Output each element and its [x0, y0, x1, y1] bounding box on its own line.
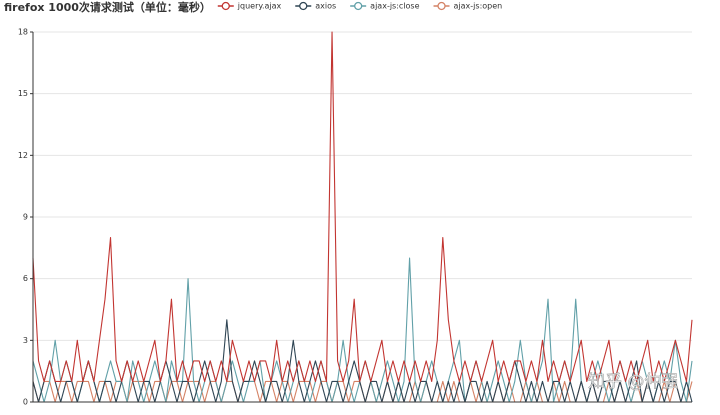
legend-item: ajax-js:close: [350, 1, 420, 11]
y-tick-label: 3: [23, 336, 28, 345]
legend-label: axios: [315, 2, 336, 11]
legend-item: ajax-js:open: [433, 1, 503, 11]
y-tick-label: 9: [23, 213, 28, 222]
watermark: 知乎 @仲强: [588, 372, 678, 392]
series-line: [32, 31, 693, 382]
y-tick-label: 6: [23, 274, 28, 283]
legend-label: ajax-js:open: [454, 2, 503, 11]
legend-icon: [437, 1, 446, 11]
legend-label: jquery.ajax: [237, 2, 282, 11]
chart-title: firefox 1000次请求测试（单位：毫秒）: [4, 0, 211, 14]
legend-icon: [354, 1, 363, 11]
y-tick-label: 15: [18, 89, 28, 98]
y-tick-label: 12: [18, 151, 28, 160]
y-tick-label: 0: [23, 398, 28, 407]
legend-icon: [299, 1, 308, 11]
legend-label: ajax-js:close: [370, 2, 419, 11]
series-line: [32, 319, 693, 403]
plot-area: 0 3 6 9 12 15 18: [18, 28, 693, 407]
legend-icon: [221, 1, 230, 11]
legend-item: jquery.ajax: [217, 1, 282, 11]
y-tick-label: 18: [18, 28, 28, 37]
legend: jquery.ajax axios ajax-js:close ajax-js:ope…: [217, 1, 503, 11]
legend-item: axios: [295, 2, 336, 11]
